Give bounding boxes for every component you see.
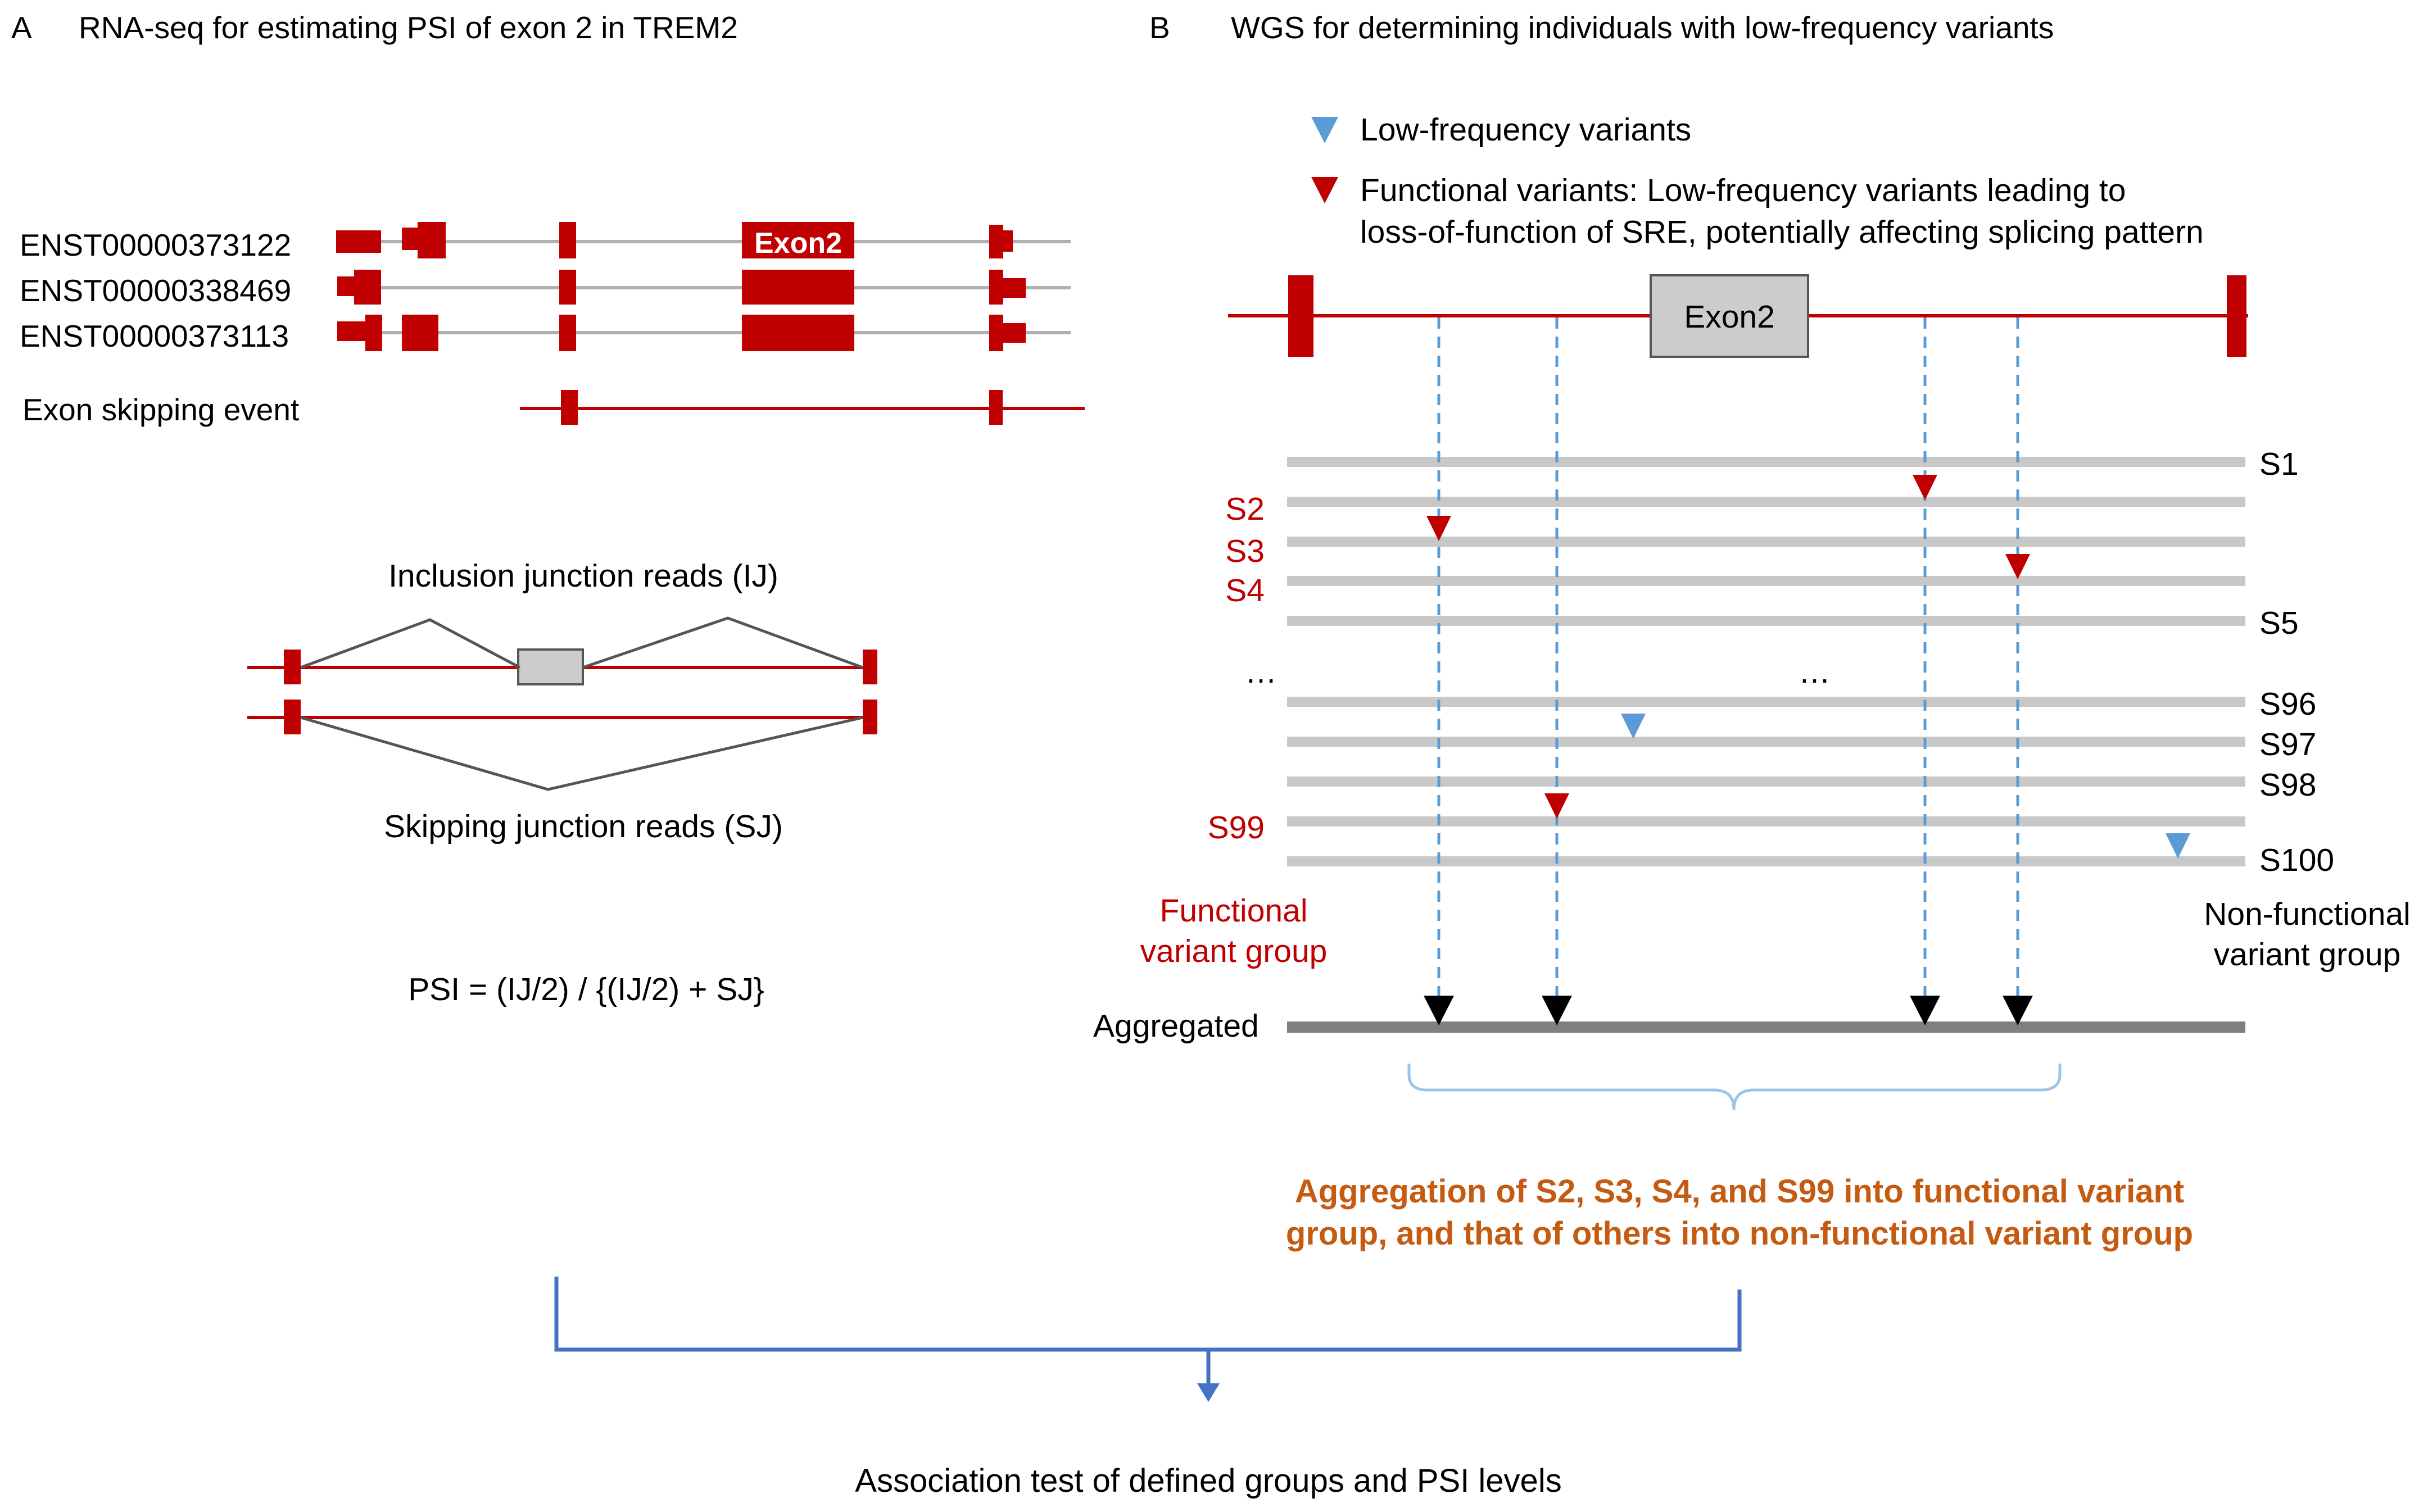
ellipsis-mid: … — [1799, 654, 1831, 690]
sample-label-s5: S5 — [2259, 605, 2299, 641]
aggregation-text-line1: Aggregation of S2, S3, S4, and S99 into … — [1295, 1173, 2184, 1210]
panel-a-title: RNA-seq for estimating PSI of exon 2 in … — [79, 10, 738, 45]
bottom-connector — [554, 1277, 1742, 1402]
aggregation-brace — [1407, 1064, 2062, 1110]
panel-b: B WGS for determining individuals with l… — [1093, 10, 2411, 1252]
aggregated-arrowheads — [1424, 996, 2033, 1025]
sample-bar-s5 — [1287, 616, 2245, 626]
sample-bar-s100 — [1287, 856, 2245, 866]
legend-functional-line2: loss-of-function of SRE, potentially aff… — [1360, 214, 2204, 250]
sample-label-s1: S1 — [2259, 446, 2299, 482]
inclusion-junction-label: Inclusion junction reads (IJ) — [388, 558, 778, 594]
ellipsis-left: … — [1245, 654, 1277, 690]
functional-variant-marker-s99 — [1544, 793, 1569, 819]
transcript-3-model — [337, 315, 1071, 351]
sample-label-s97: S97 — [2259, 727, 2316, 762]
association-test-label: Association test of defined groups and P… — [855, 1463, 1561, 1499]
exon2-label-a: Exon2 — [754, 227, 842, 260]
sample-bars — [1287, 457, 2245, 1033]
exon2-box-transcript-1 — [742, 222, 854, 258]
nonfunctional-group-line1: Non-functional — [2204, 896, 2411, 932]
transcript-label-3: ENST00000373113 — [20, 319, 289, 353]
variant-position-lines — [1437, 317, 2019, 997]
sample-bar-s4 — [1287, 576, 2245, 586]
aggregation-text-line2: group, and that of others into non-funct… — [1286, 1215, 2193, 1252]
aggregated-label: Aggregated — [1093, 1008, 1259, 1044]
panel-b-label: B — [1149, 10, 1170, 45]
exon2-gray-box-a — [517, 648, 584, 685]
transcript-label-1: ENST00000373122 — [20, 228, 291, 262]
sample-bar-s3 — [1287, 537, 2245, 547]
sample-label-s96: S96 — [2259, 686, 2316, 722]
functional-legend-icon — [1311, 177, 1338, 203]
functional-variant-marker-s3 — [1426, 516, 1451, 541]
legend-functional-line1: Functional variants: Low-frequency varia… — [1360, 172, 2126, 208]
skipping-junction-label: Skipping junction reads (SJ) — [384, 809, 783, 844]
functional-group-line2: variant group — [1140, 933, 1328, 969]
gene-model-b: Exon2 — [1228, 274, 2248, 358]
functional-variant-marker-s2 — [1913, 475, 1937, 500]
sample-label-s100: S100 — [2259, 842, 2334, 878]
exon-skipping-event-label: Exon skipping event — [22, 392, 299, 427]
sample-bar-s99 — [1287, 816, 2245, 827]
low-frequency-legend-icon — [1311, 117, 1338, 143]
transcript-1-model: Exon2 — [336, 222, 1071, 260]
panel-b-title: WGS for determining individuals with low… — [1231, 10, 2054, 45]
sample-label-s99: S99 — [1208, 810, 1265, 846]
aggregated-bar — [1287, 1021, 2245, 1033]
sample-bar-s2 — [1287, 497, 2245, 507]
functional-variant-marker-s4 — [2005, 554, 2030, 579]
exon-skipping-event-model — [520, 390, 1085, 425]
psi-formula: PSI = (IJ/2) / {(IJ/2) + SJ} — [408, 971, 764, 1007]
legend-low-frequency: Low-frequency variants — [1360, 112, 1691, 148]
nonfunctional-group-line2: variant group — [2214, 937, 2401, 973]
sample-label-s2: S2 — [1225, 491, 1265, 527]
sample-bar-s96 — [1287, 697, 2245, 707]
sample-label-s98: S98 — [2259, 767, 2316, 803]
panel-a-label: A — [11, 10, 32, 45]
junction-reads-diagram — [247, 616, 877, 791]
low-frequency-marker-s97 — [1621, 714, 1646, 739]
sample-bar-s97 — [1287, 737, 2245, 747]
down-arrow-icon — [1197, 1383, 1220, 1402]
sample-label-s4: S4 — [1225, 573, 1265, 609]
variant-markers — [1426, 475, 2190, 859]
panel-a: A RNA-seq for estimating PSI of exon 2 i… — [11, 10, 1085, 1007]
sample-bar-s1 — [1287, 457, 2245, 467]
low-frequency-marker-s100 — [2166, 833, 2190, 859]
sample-bar-s98 — [1287, 777, 2245, 787]
transcript-2-model — [337, 270, 1071, 305]
exon2-label-b: Exon2 — [1684, 299, 1775, 335]
sample-label-s3: S3 — [1225, 533, 1265, 569]
exon2-gray-box-b — [1650, 274, 1809, 358]
transcript-label-2: ENST00000338469 — [20, 273, 291, 308]
functional-group-line1: Functional — [1160, 893, 1308, 929]
